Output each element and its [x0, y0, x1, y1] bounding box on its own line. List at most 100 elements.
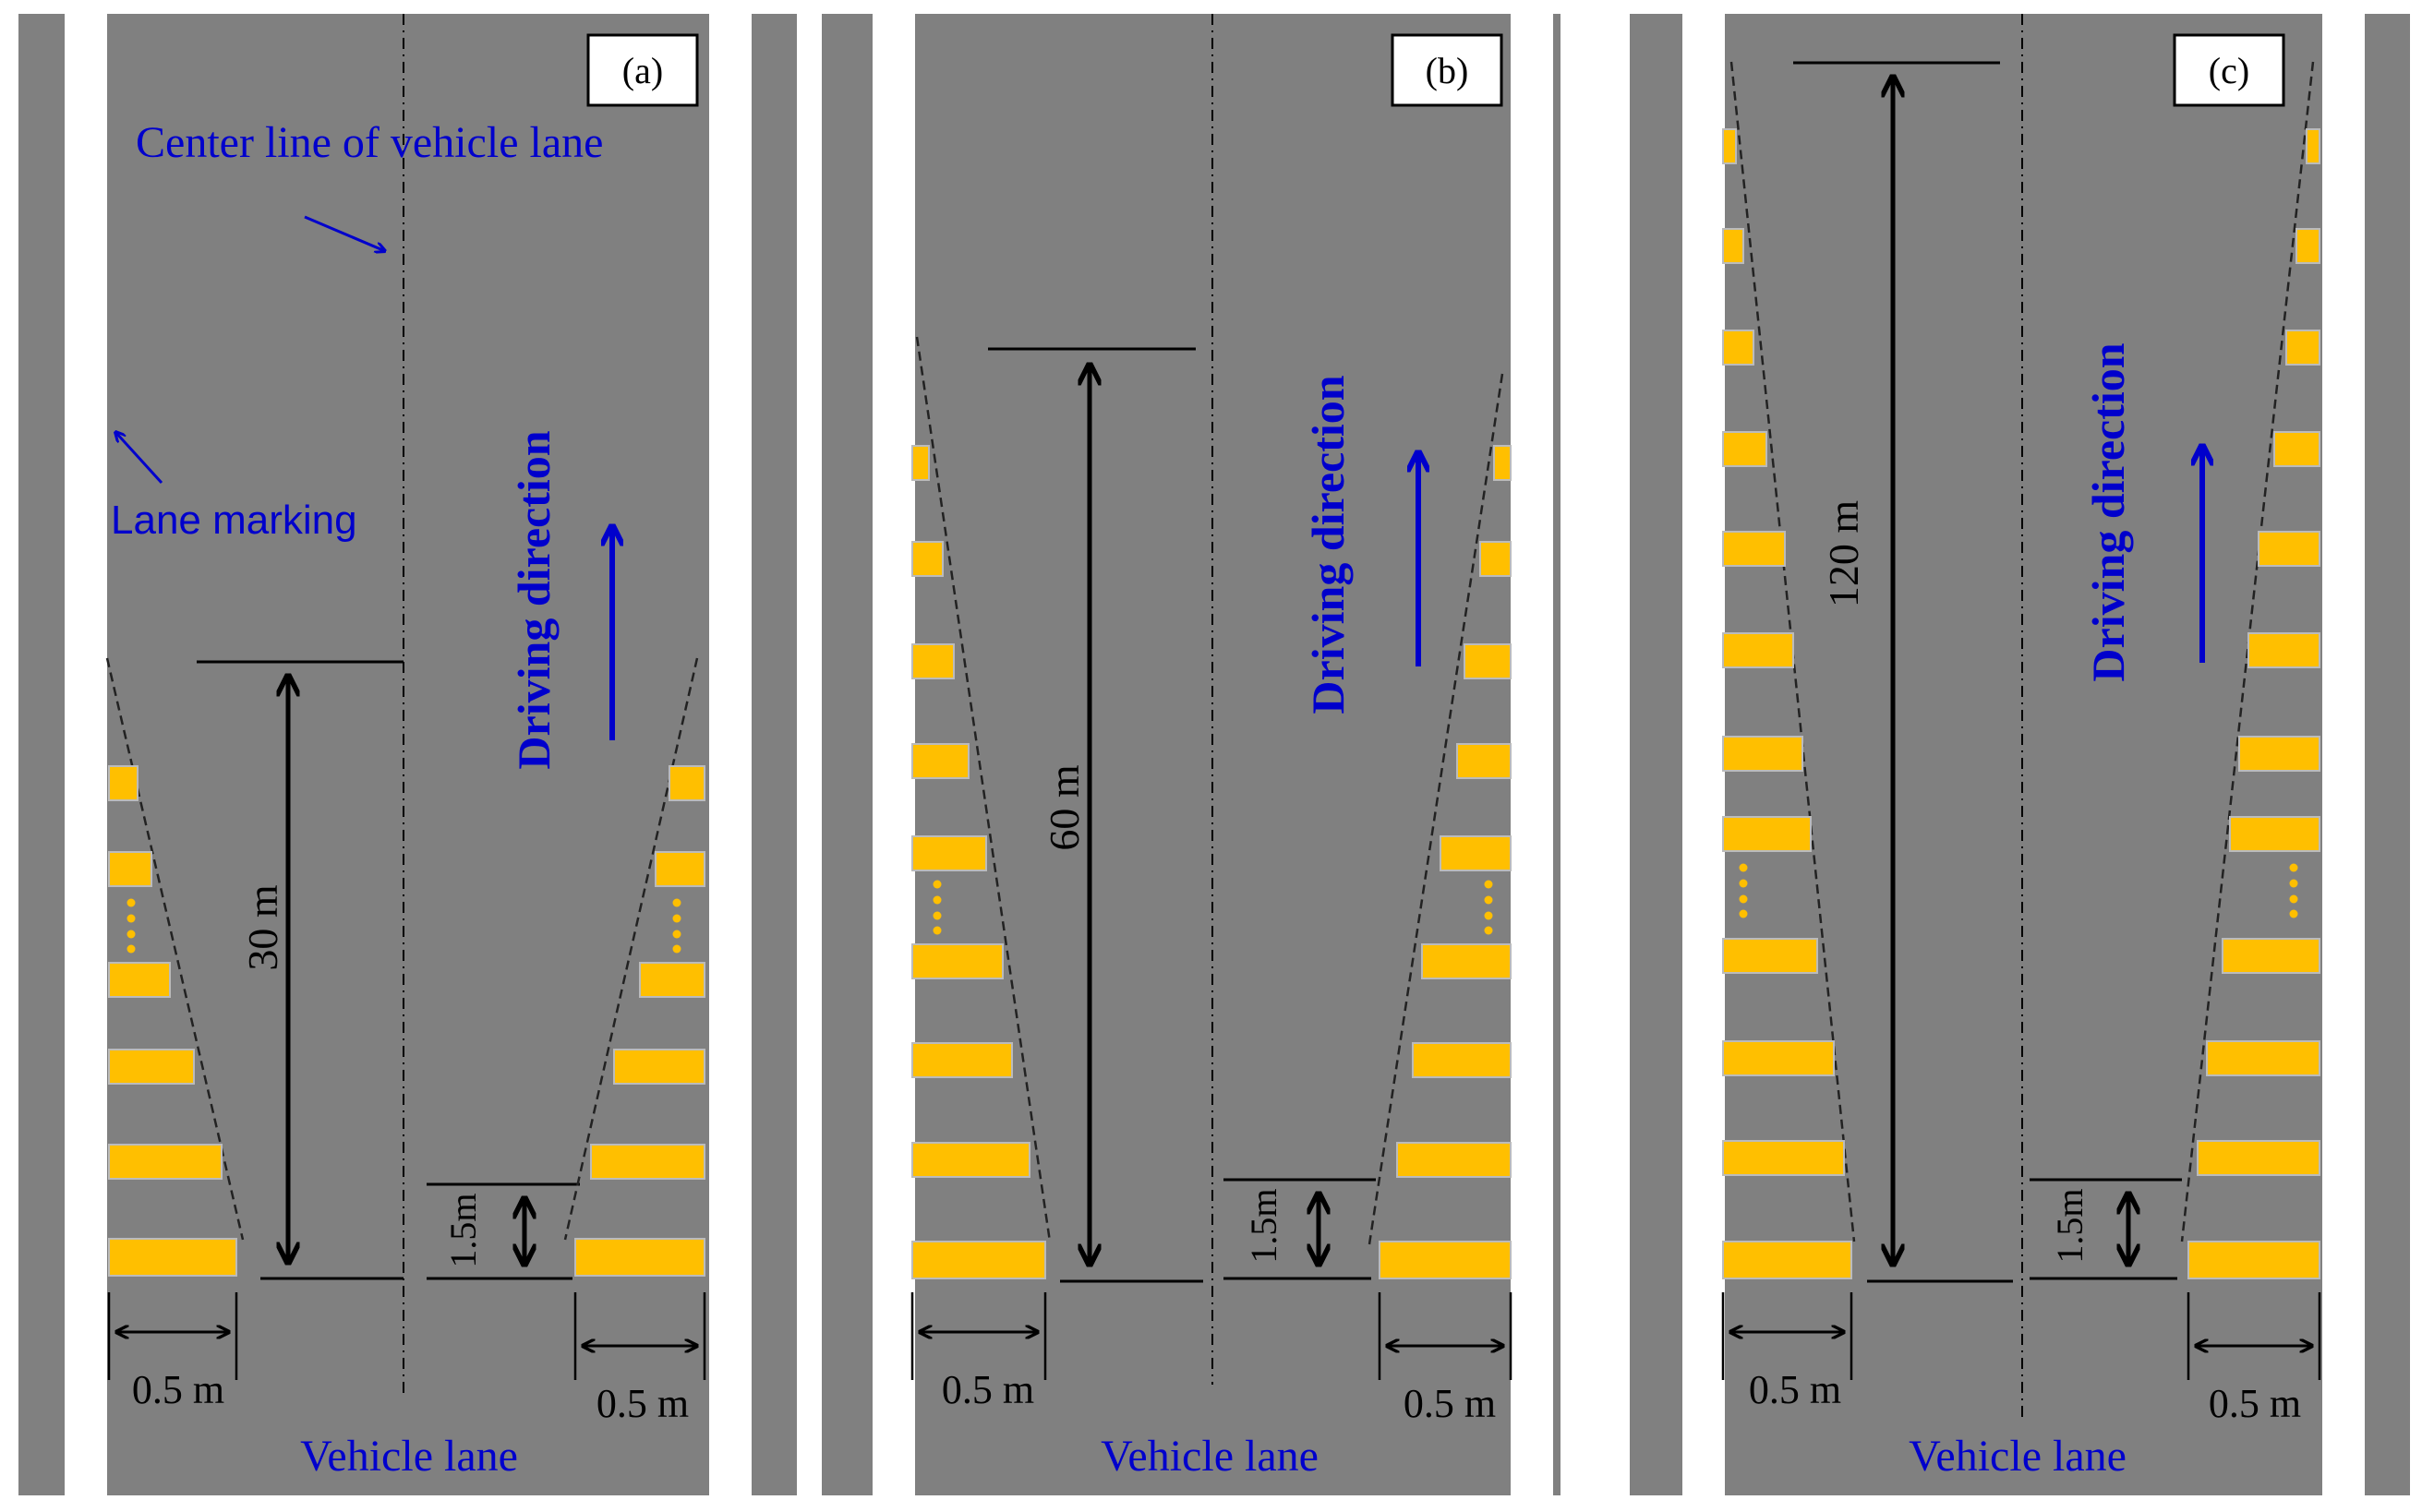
warning-marking: [108, 765, 139, 801]
warning-marking: [108, 1144, 223, 1180]
warning-marking: [1493, 445, 1512, 481]
warning-marking: [1379, 1241, 1512, 1279]
warning-marking: [613, 1049, 705, 1085]
warning-marking: [108, 1238, 237, 1277]
warning-marking: [2187, 1241, 2320, 1279]
width-label-right: 0.5 m: [1404, 1381, 1496, 1426]
warning-marking: [1722, 431, 1767, 467]
warning-marking: [590, 1144, 705, 1180]
warning-marking: [108, 851, 152, 887]
warning-marking: [911, 743, 970, 779]
gap-label: 1.5m: [442, 1193, 484, 1267]
panel-a: (a) Center line of vehicle lane Lane mar…: [18, 14, 797, 1495]
length-label: 60 m: [1041, 764, 1088, 851]
warning-marking: [669, 765, 705, 801]
warning-marking: [108, 962, 171, 998]
direction-label: Driving direction: [508, 430, 560, 769]
panel-b: (b) Driving direction 60 m 1.5m: [822, 14, 1560, 1495]
dotted-ellipsis-icon: [127, 898, 136, 954]
warning-marking: [1722, 816, 1812, 852]
warning-marking: [911, 1042, 1013, 1078]
warning-marking: [2238, 736, 2320, 772]
warning-marking: [1421, 943, 1512, 979]
gap-label: 1.5m: [1243, 1188, 1284, 1263]
warning-marking: [911, 943, 1004, 979]
warning-marking: [911, 445, 930, 481]
warning-marking: [1722, 531, 1786, 567]
warning-marking: [2229, 816, 2320, 852]
lane-marking-right: [1511, 14, 1553, 1495]
dotted-ellipsis-icon: [672, 898, 681, 954]
taper-line: [105, 657, 245, 1241]
warning-marking: [911, 643, 955, 679]
lane-marking-left: [1682, 14, 1725, 1495]
warning-marking: [2206, 1040, 2320, 1076]
dotted-ellipsis-icon: [2289, 863, 2298, 918]
panel-label: (a): [622, 50, 663, 91]
warning-marking: [574, 1238, 705, 1277]
warning-marking: [911, 1241, 1046, 1279]
direction-label: Driving direction: [2082, 342, 2134, 681]
warning-marking: [1456, 743, 1512, 779]
warning-marking: [1396, 1142, 1512, 1178]
warning-marking: [639, 962, 705, 998]
warning-marking: [2295, 228, 2320, 264]
warning-marking: [1722, 736, 1803, 772]
panel-label: (c): [2209, 50, 2249, 91]
warning-marking: [911, 835, 987, 871]
warning-marking: [2197, 1140, 2320, 1176]
warning-marking: [1464, 643, 1512, 679]
direction-label: Driving direction: [1302, 375, 1354, 714]
panel-c: (c) Driving direction 120 m 1.5m: [1630, 14, 2410, 1495]
pointer-arrow-icon: [304, 215, 385, 251]
gap-label: 1.5m: [2049, 1188, 2091, 1263]
panel-label-box: [586, 33, 699, 107]
warning-marking: [2306, 128, 2320, 164]
warning-marking: [1722, 1241, 1852, 1279]
length-label: 30 m: [239, 884, 286, 971]
width-label-right: 0.5 m: [596, 1381, 689, 1426]
warning-marking: [1440, 835, 1512, 871]
warning-marking: [1412, 1042, 1512, 1078]
warning-marking: [1722, 228, 1744, 264]
warning-marking: [1722, 1140, 1845, 1176]
center-line-annotation: Center line of vehicle lane: [136, 118, 603, 167]
panel-label-box: [2173, 33, 2285, 107]
warning-marking: [1722, 128, 1737, 164]
length-label: 120 m: [1820, 500, 1867, 608]
lane-marking-annotation: Lane marking: [111, 498, 357, 543]
pointer-arrow-icon: [115, 432, 163, 485]
warning-marking: [2222, 938, 2320, 974]
warning-marking: [108, 1049, 195, 1085]
warning-marking: [911, 1142, 1030, 1178]
lane-marking-left: [65, 14, 107, 1495]
lane-label: Vehicle lane: [1101, 1432, 1319, 1481]
panel-label: (b): [1426, 50, 1469, 91]
width-label-right: 0.5 m: [2209, 1381, 2301, 1426]
taper-line: [915, 336, 1052, 1242]
warning-marking: [1722, 938, 1818, 974]
panel-label-box: [1391, 33, 1503, 107]
width-label-left: 0.5 m: [942, 1367, 1034, 1412]
warning-marking: [1722, 1040, 1835, 1076]
warning-marking: [2273, 431, 2320, 467]
warning-marking: [2285, 330, 2320, 366]
dotted-ellipsis-icon: [933, 880, 942, 935]
lane-marking-left: [873, 14, 915, 1495]
lane-label: Vehicle lane: [300, 1432, 518, 1481]
lane-marking-right: [2322, 14, 2365, 1495]
dotted-ellipsis-icon: [1739, 863, 1748, 918]
warning-marking: [655, 851, 705, 887]
lane-label: Vehicle lane: [1909, 1432, 2127, 1481]
warning-marking: [2247, 632, 2320, 668]
width-label-left: 0.5 m: [132, 1367, 224, 1412]
width-label-left: 0.5 m: [1749, 1367, 1841, 1412]
warning-marking: [1722, 330, 1754, 366]
lane-marking-right: [709, 14, 752, 1495]
warning-marking: [1479, 541, 1512, 577]
warning-marking: [2258, 531, 2320, 567]
warning-marking: [911, 541, 944, 577]
dotted-ellipsis-icon: [1484, 880, 1493, 935]
taper-line: [563, 657, 699, 1241]
